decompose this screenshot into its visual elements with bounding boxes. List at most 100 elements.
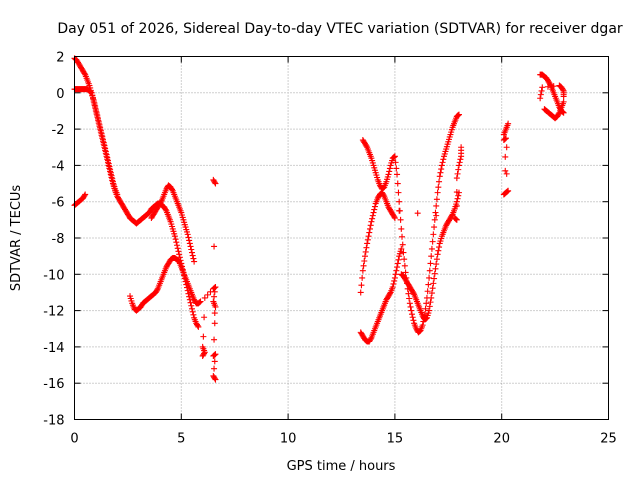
data-point xyxy=(394,171,401,178)
data-point xyxy=(438,166,445,173)
data-point xyxy=(457,156,464,163)
data-point xyxy=(394,264,401,271)
x-tick-label: 0 xyxy=(70,432,78,447)
data-point xyxy=(560,93,567,100)
data-point xyxy=(409,314,416,321)
data-point xyxy=(188,246,195,253)
data-point xyxy=(363,143,370,150)
data-point xyxy=(211,358,218,365)
data-point xyxy=(430,231,437,238)
data-point xyxy=(428,253,435,260)
data-point xyxy=(555,110,562,117)
series-arc-5 xyxy=(127,254,204,314)
data-point xyxy=(502,167,509,174)
data-point xyxy=(539,84,546,91)
data-point xyxy=(172,236,179,243)
data-point xyxy=(105,160,112,167)
data-point xyxy=(455,166,462,173)
data-point xyxy=(194,322,201,329)
data-point xyxy=(408,307,415,314)
data-point xyxy=(429,285,436,292)
y-tick-label: -16 xyxy=(43,377,64,392)
data-point xyxy=(559,86,566,93)
data-point xyxy=(201,314,208,321)
data-point xyxy=(361,257,368,264)
data-point xyxy=(107,166,114,173)
data-point xyxy=(433,256,440,263)
data-point xyxy=(454,195,461,202)
data-point xyxy=(186,237,193,244)
data-point xyxy=(379,185,386,192)
series-arc-1 xyxy=(71,55,202,330)
data-point xyxy=(90,97,97,104)
data-point xyxy=(537,95,544,102)
data-point xyxy=(402,269,409,276)
grid xyxy=(74,56,609,420)
data-points xyxy=(71,55,567,383)
data-point xyxy=(101,142,108,149)
data-point xyxy=(503,170,510,177)
data-point xyxy=(184,231,191,238)
data-point xyxy=(359,274,366,281)
data-point xyxy=(365,233,372,240)
data-point xyxy=(560,98,567,105)
data-point xyxy=(386,168,393,175)
data-point xyxy=(211,320,218,327)
data-point xyxy=(91,100,98,107)
data-point xyxy=(106,163,113,170)
series-arc-12 xyxy=(500,120,512,198)
data-point xyxy=(544,83,551,90)
data-point xyxy=(95,118,102,125)
x-tick-label: 20 xyxy=(493,432,510,447)
data-point xyxy=(452,215,459,222)
data-point xyxy=(98,130,105,137)
data-point xyxy=(386,165,393,172)
data-point xyxy=(440,156,447,163)
data-point xyxy=(211,179,218,186)
data-point xyxy=(92,106,99,113)
data-point xyxy=(393,165,400,172)
data-point xyxy=(431,224,438,231)
data-point xyxy=(174,245,181,252)
chart-title: Day 051 of 2026, Sidereal Day-to-day VTE… xyxy=(57,21,623,37)
data-point xyxy=(431,275,438,282)
data-point xyxy=(407,303,414,310)
data-point xyxy=(200,351,207,358)
data-point xyxy=(392,271,399,278)
data-point xyxy=(162,206,169,213)
data-point xyxy=(392,159,399,166)
data-point xyxy=(176,251,183,258)
data-point xyxy=(454,112,461,119)
data-point xyxy=(211,288,218,295)
data-point xyxy=(422,316,429,323)
data-point xyxy=(197,298,204,305)
data-point xyxy=(368,218,375,225)
data-point xyxy=(394,180,401,187)
data-point xyxy=(211,285,218,292)
data-point xyxy=(370,209,377,216)
data-point xyxy=(212,284,219,291)
data-point xyxy=(104,154,111,161)
data-point xyxy=(390,280,397,287)
data-point xyxy=(426,303,433,310)
data-point xyxy=(363,244,370,251)
data-point xyxy=(435,247,442,254)
data-point xyxy=(537,91,544,98)
data-point xyxy=(453,175,460,182)
data-point xyxy=(188,305,195,312)
data-point xyxy=(199,352,206,359)
data-point xyxy=(416,328,423,335)
data-point xyxy=(502,135,509,142)
y-axis-label: SDTVAR / TECUs xyxy=(9,185,24,292)
data-point xyxy=(430,280,437,287)
data-point xyxy=(433,202,440,209)
data-point xyxy=(429,238,436,245)
data-point xyxy=(391,274,398,281)
data-point xyxy=(408,311,415,318)
data-point xyxy=(371,203,378,210)
data-point xyxy=(92,103,99,110)
data-point xyxy=(455,112,462,119)
y-tick-label: -4 xyxy=(52,159,65,174)
y-tick-label: -8 xyxy=(52,232,65,247)
y-tick-label: -14 xyxy=(43,341,64,356)
